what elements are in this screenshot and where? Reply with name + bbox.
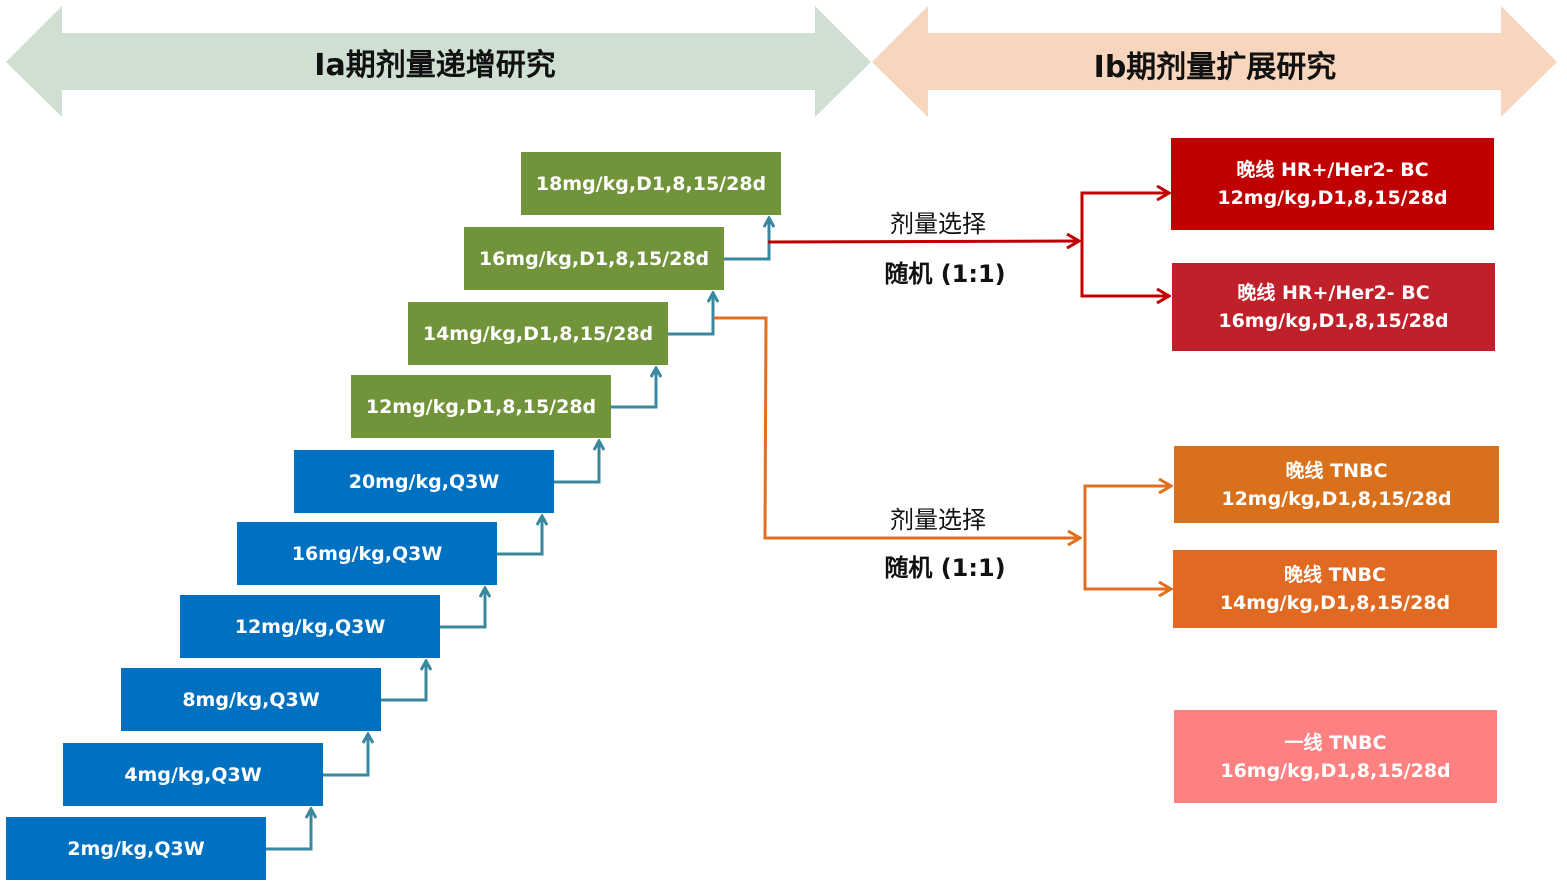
- phase-ib-banner-arrow: [872, 6, 1557, 117]
- step-up-arrow: [668, 293, 713, 336]
- step-up-arrow: [724, 218, 769, 261]
- step-up-arrow: [266, 809, 311, 851]
- dose-step-label: 20mg/kg,Q3W: [348, 470, 500, 493]
- dose-step-box: 14mg/kg,D1,8,15/28d: [408, 302, 668, 365]
- step-up-arrow: [554, 441, 599, 484]
- dose-step-label: 4mg/kg,Q3W: [124, 763, 262, 786]
- dose-step-label: 14mg/kg,D1,8,15/28d: [422, 322, 654, 345]
- cohort-dose: 14mg/kg,D1,8,15/28d: [1219, 592, 1451, 614]
- expansion-cohort-box: 晚线 TNBC 12mg/kg,D1,8,15/28d: [1174, 446, 1499, 523]
- cohort-population: 晚线 HR+/Her2- BC: [1236, 159, 1429, 181]
- cohort-dose: 16mg/kg,D1,8,15/28d: [1218, 310, 1449, 332]
- orange-branch-connector: [714, 316, 1171, 589]
- dose-step-box: 18mg/kg,D1,8,15/28d: [521, 152, 781, 215]
- cohort-population: 晚线 TNBC: [1284, 564, 1386, 586]
- dose-step-box: 20mg/kg,Q3W: [294, 450, 554, 513]
- randomization-label: 随机 (1:1): [884, 554, 1006, 582]
- cohort-population: 晚线 TNBC: [1285, 459, 1388, 482]
- dose-selection-label: 剂量选择: [890, 506, 986, 534]
- cohort-population: 一线 TNBC: [1284, 731, 1387, 754]
- expansion-cohort-box: 晚线 TNBC 14mg/kg,D1,8,15/28d: [1173, 550, 1497, 628]
- dose-step-box: 4mg/kg,Q3W: [63, 743, 323, 806]
- step-up-arrow: [497, 516, 542, 556]
- step-up-arrow: [611, 368, 656, 409]
- red-branch-connector: [767, 193, 1169, 296]
- dose-step-label: 2mg/kg,Q3W: [67, 837, 205, 860]
- step-up-arrow: [440, 588, 485, 629]
- dose-step-box: 16mg/kg,D1,8,15/28d: [464, 227, 724, 290]
- step-up-arrow: [381, 661, 426, 702]
- dose-step-label: 16mg/kg,Q3W: [291, 542, 443, 565]
- cohort-population: 晚线 HR+/Her2- BC: [1237, 282, 1430, 304]
- dose-step-label: 16mg/kg,D1,8,15/28d: [478, 247, 710, 270]
- expansion-cohort-box: 晚线 HR+/Her2- BC 12mg/kg,D1,8,15/28d: [1171, 138, 1494, 230]
- dose-step-label: 8mg/kg,Q3W: [182, 688, 320, 711]
- expansion-cohort-box: 晚线 HR+/Her2- BC 16mg/kg,D1,8,15/28d: [1172, 263, 1495, 351]
- dose-step-box: 2mg/kg,Q3W: [6, 817, 266, 880]
- cohort-dose: 12mg/kg,D1,8,15/28d: [1217, 187, 1448, 209]
- dose-step-label: 18mg/kg,D1,8,15/28d: [535, 172, 767, 195]
- dose-step-box: 12mg/kg,Q3W: [180, 595, 440, 658]
- phase-ib-title: Ib期剂量扩展研究: [1093, 50, 1337, 85]
- phase-ia-title: Ia期剂量递增研究: [314, 48, 556, 83]
- dose-step-label: 12mg/kg,D1,8,15/28d: [365, 395, 597, 418]
- cohort-dose: 16mg/kg,D1,8,15/28d: [1220, 759, 1451, 782]
- dose-step-box: 16mg/kg,Q3W: [237, 522, 497, 585]
- dose-step-label: 12mg/kg,Q3W: [234, 615, 386, 638]
- step-up-arrow: [323, 734, 368, 777]
- dose-step-box: 12mg/kg,D1,8,15/28d: [351, 375, 611, 438]
- cohort-dose: 12mg/kg,D1,8,15/28d: [1221, 487, 1452, 510]
- expansion-cohort-box: 一线 TNBC 16mg/kg,D1,8,15/28d: [1174, 710, 1497, 803]
- dose-selection-label: 剂量选择: [890, 210, 986, 238]
- phase-ia-banner-arrow: [6, 6, 871, 117]
- dose-step-box: 8mg/kg,Q3W: [121, 668, 381, 731]
- randomization-label: 随机 (1:1): [884, 260, 1006, 288]
- escalation-connectors: [266, 218, 769, 851]
